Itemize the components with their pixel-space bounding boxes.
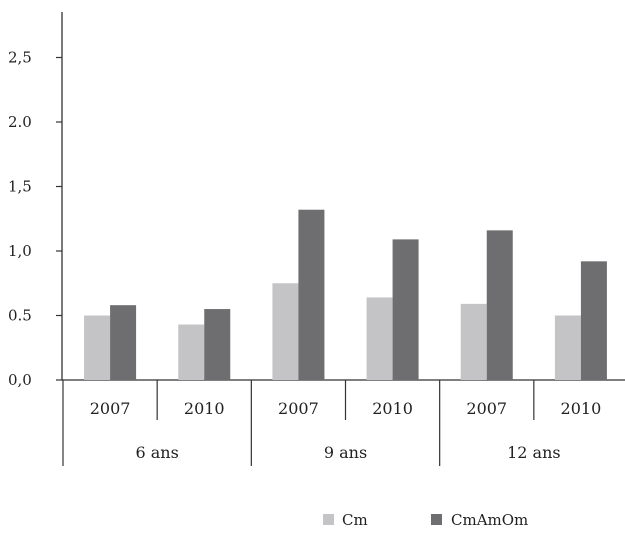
bar-CmAmOm-6-ans-2007 <box>110 305 137 380</box>
category-label: 2010 <box>184 399 225 418</box>
bar-Cm-12-ans-2010 <box>554 315 581 380</box>
y-tick-label: 1,5 <box>8 178 32 196</box>
bar-Cm-6-ans-2007 <box>84 315 111 380</box>
bar-CmAmOm-12-ans-2007 <box>486 230 513 380</box>
group-label: 12 ans <box>507 443 561 462</box>
y-tick-label: 1,0 <box>8 242 32 260</box>
category-label: 2007 <box>278 399 319 418</box>
y-tick-label: 2.0 <box>8 113 32 131</box>
y-tick-label: 0.5 <box>8 307 32 325</box>
bars <box>84 209 607 380</box>
legend-swatch-CmAmOm <box>431 514 442 525</box>
bar-CmAmOm-12-ans-2010 <box>580 261 607 380</box>
group-label: 6 ans <box>136 443 179 462</box>
category-label: 2007 <box>90 399 131 418</box>
x-axis-labels: 2007 2010 6 ans 2007 2010 9 ans 2007 2010 12 ans <box>62 380 602 466</box>
bar-CmAmOm-6-ans-2010 <box>204 309 231 380</box>
bar-Cm-9-ans-2007 <box>272 283 299 380</box>
bar-Cm-6-ans-2010 <box>178 324 205 380</box>
category-label: 2007 <box>466 399 507 418</box>
group-label: 9 ans <box>324 443 367 462</box>
bar-Cm-12-ans-2007 <box>460 303 487 380</box>
legend: Cm CmAmOm <box>323 511 528 529</box>
bar-Cm-9-ans-2010 <box>366 297 393 380</box>
y-tick-label: 2,5 <box>8 49 32 67</box>
bar-CmAmOm-9-ans-2010 <box>392 239 419 380</box>
bar-CmAmOm-9-ans-2007 <box>298 209 325 380</box>
y-axis-ticks: 0,0 0.5 1,0 1,5 2.0 2,5 <box>8 49 62 389</box>
legend-label-Cm: Cm <box>342 511 368 529</box>
y-tick-label: 0,0 <box>8 371 32 389</box>
legend-label-CmAmOm: CmAmOm <box>451 511 528 529</box>
category-label: 2010 <box>561 399 602 418</box>
legend-swatch-Cm <box>323 514 334 525</box>
category-label: 2010 <box>372 399 413 418</box>
